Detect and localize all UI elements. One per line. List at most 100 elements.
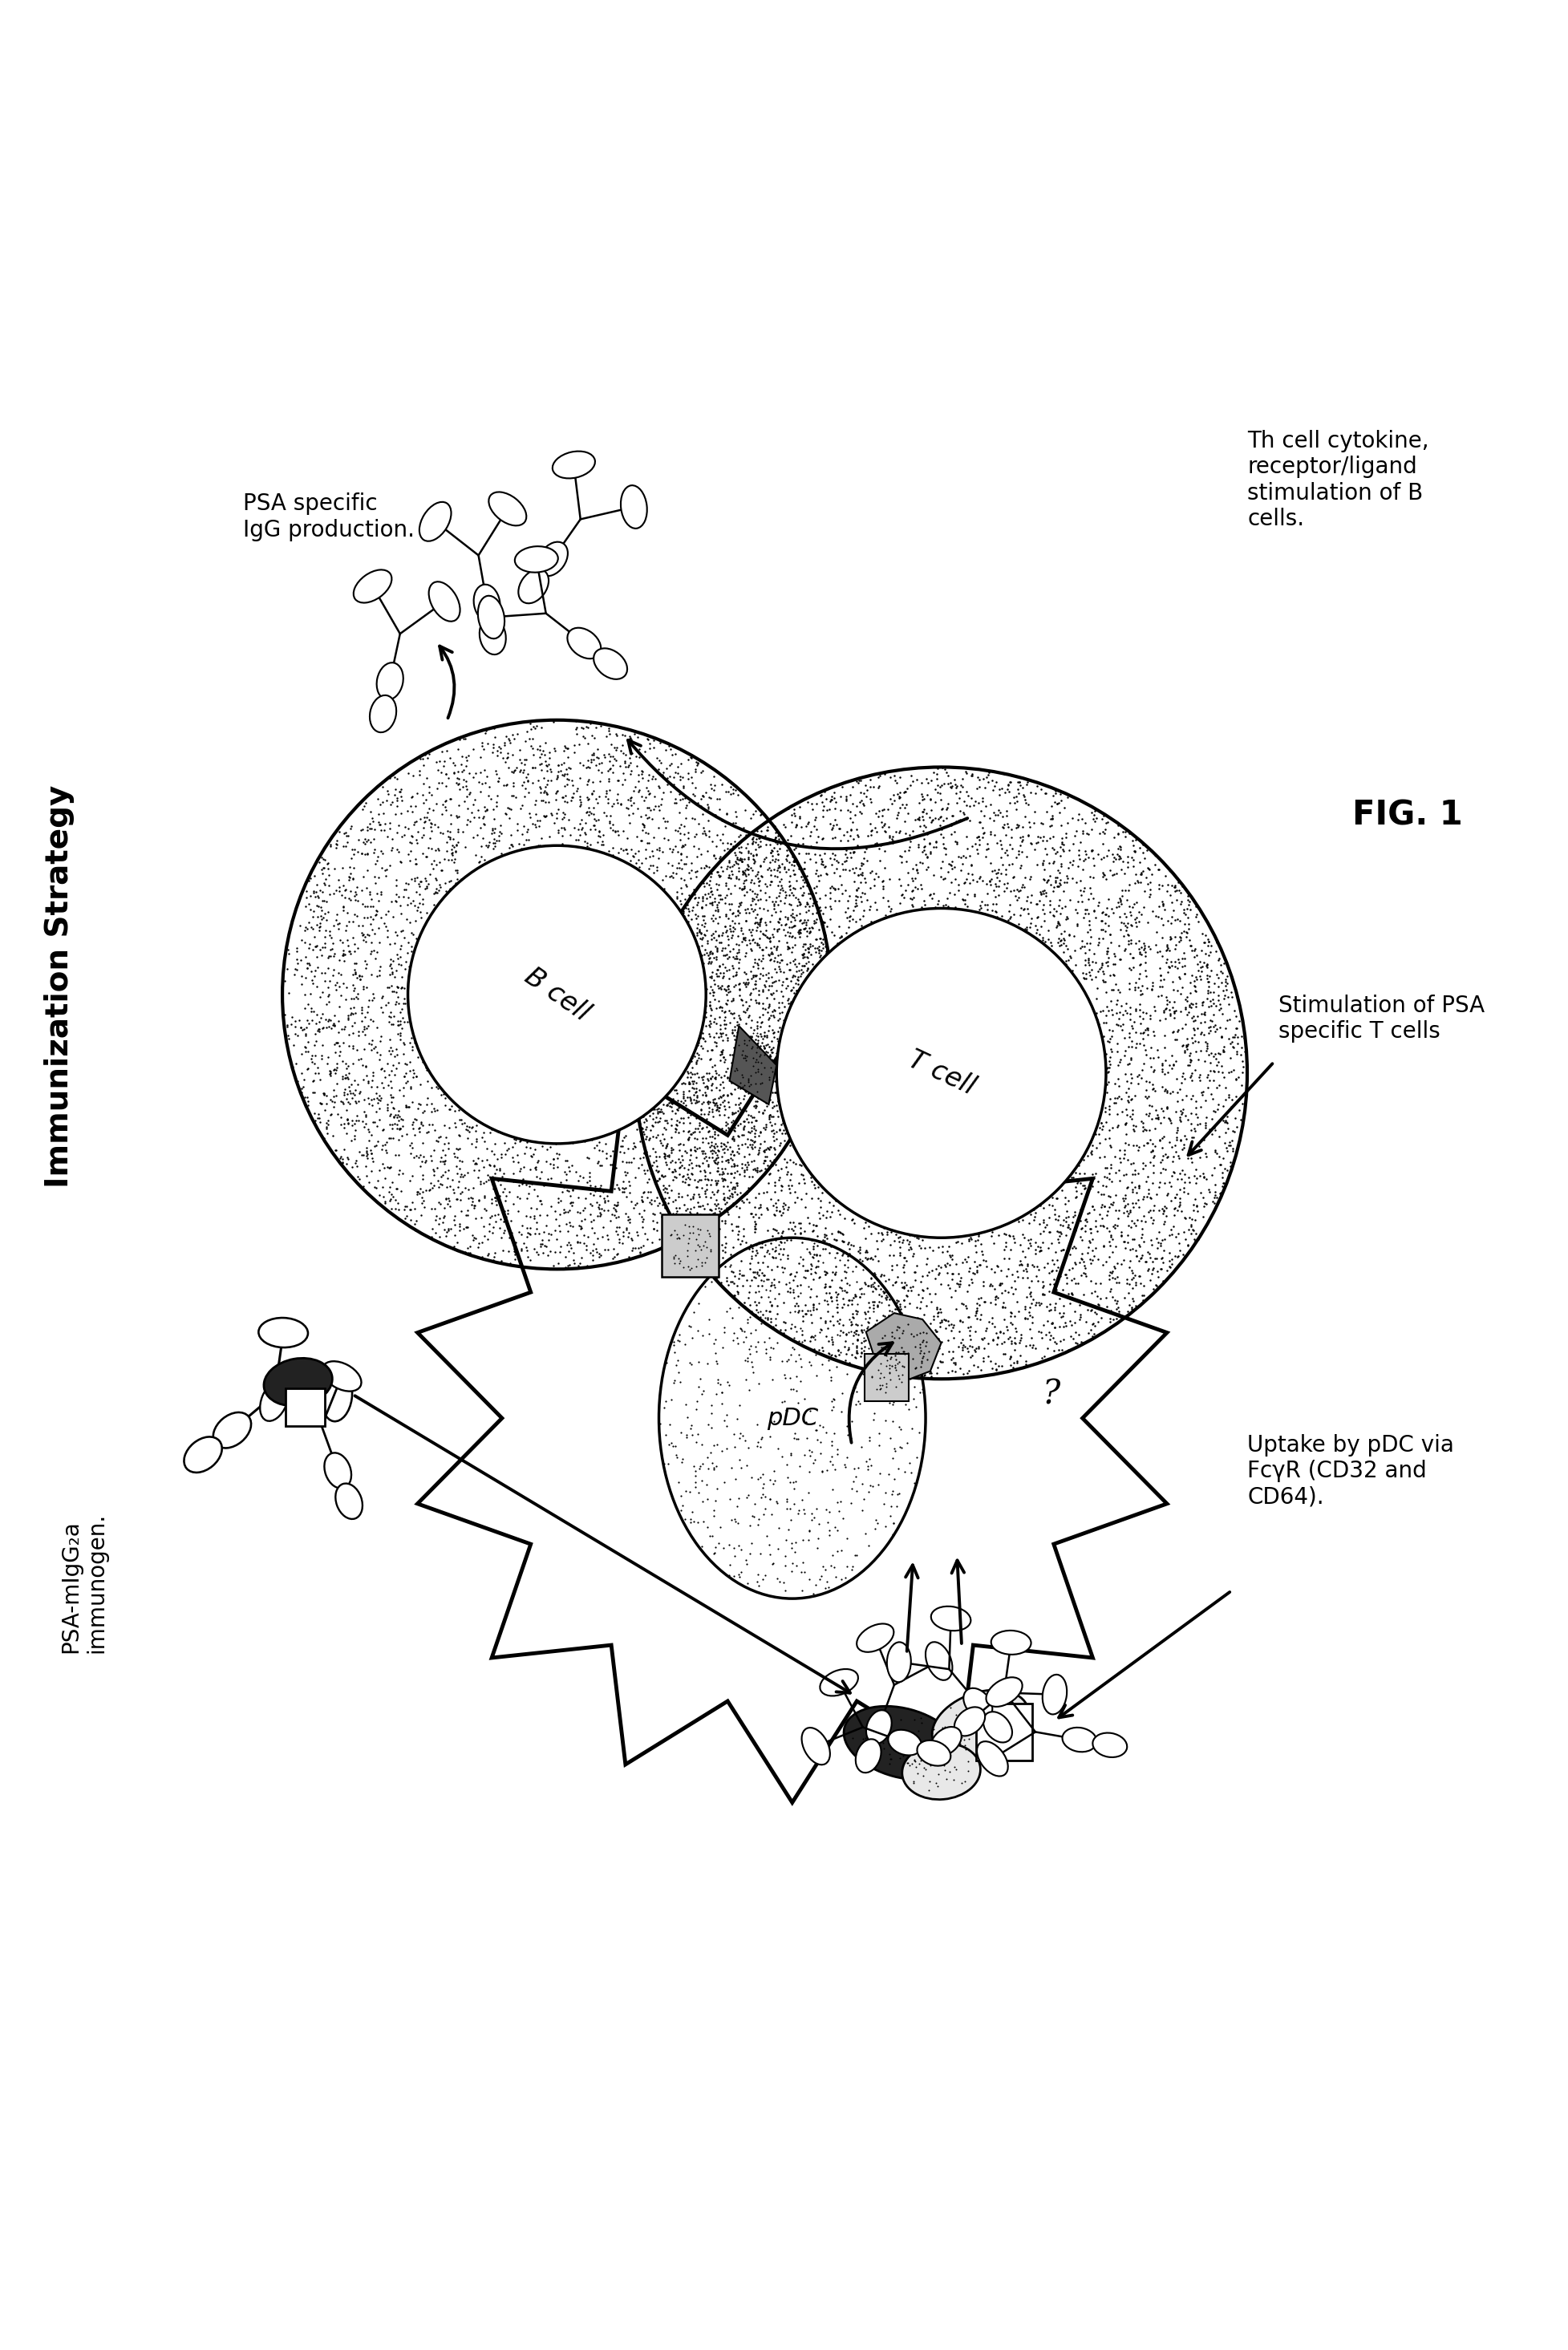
Point	[701, 961, 726, 999]
Point	[817, 1088, 842, 1126]
Point	[823, 841, 848, 879]
Point	[949, 952, 974, 989]
Point	[1035, 862, 1060, 900]
Point	[348, 872, 373, 909]
Point	[764, 1114, 789, 1152]
Point	[637, 848, 662, 886]
Point	[718, 1154, 743, 1191]
Point	[892, 1288, 917, 1325]
Point	[808, 1090, 833, 1128]
Point	[767, 870, 792, 907]
Point	[690, 879, 715, 917]
Point	[1129, 1109, 1154, 1147]
Point	[442, 1093, 467, 1130]
Point	[676, 982, 701, 1020]
Point	[483, 1187, 508, 1224]
Point	[684, 914, 709, 952]
Point	[806, 1260, 831, 1297]
Point	[583, 1168, 608, 1206]
Point	[960, 1180, 985, 1217]
Point	[1093, 895, 1118, 933]
Point	[1052, 1121, 1077, 1159]
Point	[809, 844, 834, 881]
Point	[359, 1025, 384, 1062]
Point	[980, 1015, 1005, 1053]
Point	[958, 1076, 983, 1114]
Text: FIG. 1: FIG. 1	[1352, 799, 1461, 832]
Point	[671, 768, 696, 806]
Point	[903, 801, 928, 839]
Point	[607, 848, 632, 886]
Point	[368, 811, 394, 848]
Point	[630, 1116, 655, 1154]
Point	[784, 1116, 809, 1154]
Point	[1013, 1055, 1038, 1093]
Point	[797, 1293, 822, 1330]
Point	[437, 942, 463, 980]
Point	[660, 1036, 685, 1074]
Point	[792, 1102, 817, 1140]
Point	[731, 1076, 756, 1114]
Point	[1060, 1104, 1085, 1142]
Point	[347, 1161, 372, 1199]
Point	[880, 1191, 905, 1229]
Point	[489, 1231, 514, 1269]
Point	[1047, 1034, 1073, 1072]
Point	[1115, 905, 1140, 942]
Point	[1025, 881, 1051, 919]
Point	[1184, 1159, 1209, 1196]
Point	[754, 994, 779, 1032]
Point	[450, 813, 475, 851]
Point	[872, 813, 897, 851]
Point	[920, 1060, 946, 1097]
Point	[844, 1149, 869, 1187]
Point	[514, 1180, 539, 1217]
Point	[894, 921, 919, 959]
Point	[500, 942, 525, 980]
Point	[379, 1109, 405, 1147]
Point	[1027, 1206, 1052, 1243]
Point	[425, 900, 450, 938]
Point	[696, 1518, 721, 1556]
Point	[1167, 959, 1192, 996]
Point	[967, 1227, 993, 1264]
Point	[715, 973, 740, 1011]
Point	[702, 1163, 728, 1201]
Point	[897, 999, 922, 1036]
Point	[842, 1027, 867, 1065]
Point	[1030, 1093, 1055, 1130]
Point	[552, 848, 577, 886]
Point	[557, 1116, 582, 1154]
Point	[1135, 1253, 1160, 1290]
Point	[770, 1384, 795, 1422]
Point	[856, 1046, 881, 1083]
Point	[845, 912, 870, 949]
Point	[419, 935, 444, 973]
Point	[928, 858, 953, 895]
Point	[378, 1020, 403, 1058]
Point	[392, 1058, 417, 1095]
Ellipse shape	[925, 1643, 952, 1680]
Point	[909, 778, 935, 815]
Point	[833, 1328, 858, 1365]
Point	[721, 1147, 746, 1184]
Point	[855, 1067, 880, 1104]
Point	[759, 1112, 784, 1149]
Point	[516, 1095, 541, 1133]
Point	[829, 1222, 855, 1260]
Point	[884, 1309, 909, 1347]
Point	[485, 1114, 510, 1152]
Point	[836, 851, 861, 888]
Point	[840, 1325, 866, 1363]
Point	[517, 907, 543, 945]
Point	[1046, 886, 1071, 924]
Point	[372, 1184, 397, 1222]
Point	[342, 954, 367, 992]
Point	[707, 790, 732, 827]
Point	[779, 1210, 804, 1248]
Point	[1008, 1006, 1033, 1043]
Point	[687, 1450, 712, 1488]
Point	[734, 1128, 759, 1166]
Point	[842, 975, 867, 1013]
Point	[1101, 839, 1126, 877]
